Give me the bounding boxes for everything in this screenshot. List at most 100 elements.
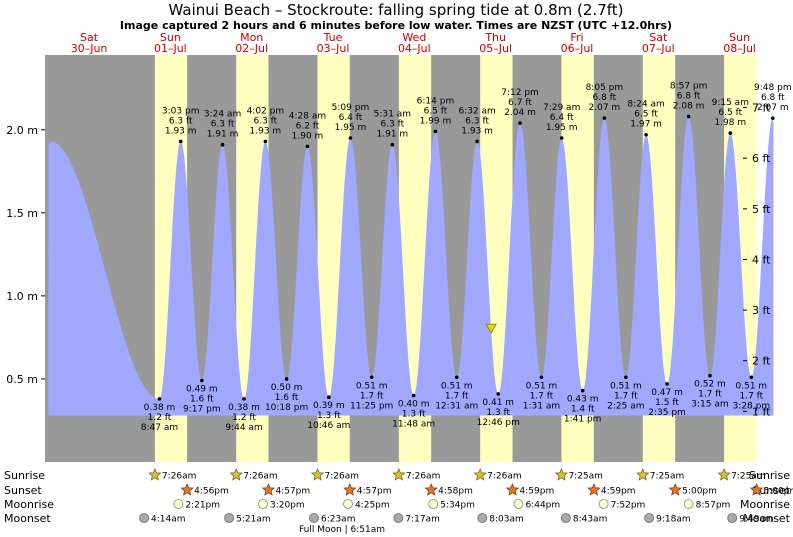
low-tide-ft: 1.6 ft <box>275 393 299 403</box>
right-axis-label: 4 ft <box>752 253 771 266</box>
low-tide-point <box>454 375 459 380</box>
high-tide-point <box>390 142 395 147</box>
day-name: Wed <box>402 31 426 44</box>
moonrise-icon <box>513 499 524 509</box>
high-tide-ft: 6.3 ft <box>465 116 489 126</box>
low-tide-point <box>749 375 754 380</box>
high-tide-point <box>263 139 268 144</box>
high-tide-ft: 6.8 ft <box>593 93 617 103</box>
moonset-icon <box>727 513 738 523</box>
chart-subtitle: Image captured 2 hours and 6 minutes bef… <box>120 19 672 32</box>
moonrise-row-label-right: Moonrise <box>740 498 790 511</box>
sunrise-time: 7:26am <box>325 472 360 482</box>
low-tide-point <box>665 382 669 386</box>
low-tide-ft: 1.4 ft <box>571 405 595 415</box>
right-axis-label: 7 ft <box>752 102 771 115</box>
moonrise-time: 3:20pm <box>270 501 305 511</box>
sunrise-time: 7:25am <box>731 472 766 482</box>
high-tide-m: 2.07 m <box>589 103 621 113</box>
right-axis-label: 6 ft <box>752 152 771 165</box>
sunrise-icon <box>636 467 650 481</box>
moonrise-icon <box>343 499 353 509</box>
low-tide-point <box>708 373 712 378</box>
sun-moon-events: Sunrise Sunrise 7:26am 7:26am 7:26am 7:26am 7:… <box>4 467 793 535</box>
left-axis-label: 1.0 m <box>6 290 38 303</box>
current-tide-marker <box>485 323 497 334</box>
sunrise-icon <box>148 467 162 481</box>
tide-labels: 0.38 m1.2 ft8:47 am3:03 pm6.3 ft1.93 m0.… <box>141 81 792 432</box>
sunset-icon <box>343 482 357 496</box>
high-tide-time: 6:32 am <box>458 106 495 116</box>
tide-area <box>48 116 774 416</box>
low-tide-point <box>624 375 628 380</box>
low-tide-ft: 1.7 ft <box>698 390 722 400</box>
sunrise-time: 7:26am <box>406 472 441 482</box>
day-labels: Sat30–JunSun01–JulMon02–JulTue03–JulWed0… <box>71 31 756 55</box>
low-tide-m: 0.38 m <box>144 403 176 413</box>
sunset-time: 4:59pm <box>601 487 636 497</box>
high-tide-point <box>475 139 479 144</box>
sunset-icon <box>180 482 194 496</box>
right-axis-label: 3 ft <box>752 304 771 317</box>
low-tide-m: 0.43 m <box>567 395 599 405</box>
low-tide-ft: 1.3 ft <box>486 408 510 418</box>
sunset-time: 4:59pm <box>520 487 555 497</box>
high-tide-time: 5:09 pm <box>332 103 370 113</box>
sunset-icon <box>668 482 682 496</box>
high-tide-time: 7:29 am <box>543 103 580 113</box>
high-tide-m: 1.93 m <box>250 126 282 136</box>
high-tide-point <box>559 136 564 140</box>
high-tide-m: 1.90 m <box>292 131 324 141</box>
high-tide-point <box>771 116 775 120</box>
low-tide-time: 12:31 am <box>435 401 478 411</box>
low-tide-m: 0.52 m <box>694 380 726 390</box>
high-tide-ft: 6.7 ft <box>508 98 532 108</box>
low-tide-point <box>496 392 501 396</box>
sunset-icon <box>749 482 764 496</box>
moonset-time: 6:23am <box>321 515 356 525</box>
low-tide-point <box>284 377 289 381</box>
high-tide-ft: 6.5 ft <box>718 108 742 118</box>
day-date: 30–Jun <box>71 42 108 55</box>
low-tide-ft: 1.2 ft <box>232 413 256 423</box>
high-tide-m: 2.04 m <box>504 108 536 118</box>
low-tide-point <box>242 397 246 401</box>
sunset-time: 4:56pm <box>194 487 229 497</box>
moonset-icon <box>560 513 571 523</box>
sunrise-time: 7:25am <box>650 472 685 482</box>
day-name: Tue <box>323 31 343 44</box>
high-tide-point <box>220 142 225 147</box>
low-tide-time: 11:48 am <box>392 420 435 430</box>
high-tide-time: 8:24 am <box>627 100 664 110</box>
low-tide-time: 2:25 am <box>607 401 644 411</box>
low-tide-time: 3:28 pm <box>733 401 771 411</box>
moonset-icon <box>139 513 149 523</box>
moonrise-time: 7:52pm <box>611 501 646 511</box>
low-tide-point <box>411 393 416 398</box>
moonset-icon <box>644 513 655 523</box>
high-tide-time: 8:57 pm <box>670 81 708 91</box>
low-tide-ft: 1.7 ft <box>739 391 763 401</box>
moonrise-time: 8:57pm <box>696 501 731 511</box>
low-tide-ft: 1.5 ft <box>655 398 679 408</box>
day-date: 01–Jul <box>154 42 187 55</box>
high-tide-point <box>728 131 733 135</box>
high-tide-point <box>305 144 310 149</box>
low-tide-m: 0.40 m <box>398 400 430 410</box>
sunrise-icon <box>229 467 243 481</box>
moonrise-time: 4:25pm <box>355 501 390 511</box>
day-name: Sun <box>729 31 750 44</box>
high-tide-ft: 6.4 ft <box>550 113 574 123</box>
high-tide-point <box>433 129 438 134</box>
low-tide-ft: 1.3 ft <box>317 411 341 421</box>
low-tide-time: 10:46 am <box>307 421 350 431</box>
chart-title: Wainui Beach – Stockroute: falling sprin… <box>169 1 624 19</box>
high-tide-m: 2.07 m <box>757 103 789 113</box>
plot-area <box>45 55 774 462</box>
day-name: Sat <box>649 31 668 44</box>
right-axis-label: 1 ft <box>752 405 771 418</box>
low-tide-m: 0.47 m <box>651 388 683 398</box>
low-tide-m: 0.51 m <box>356 381 388 391</box>
moonrise-row-label-left: Moonrise <box>4 498 54 511</box>
